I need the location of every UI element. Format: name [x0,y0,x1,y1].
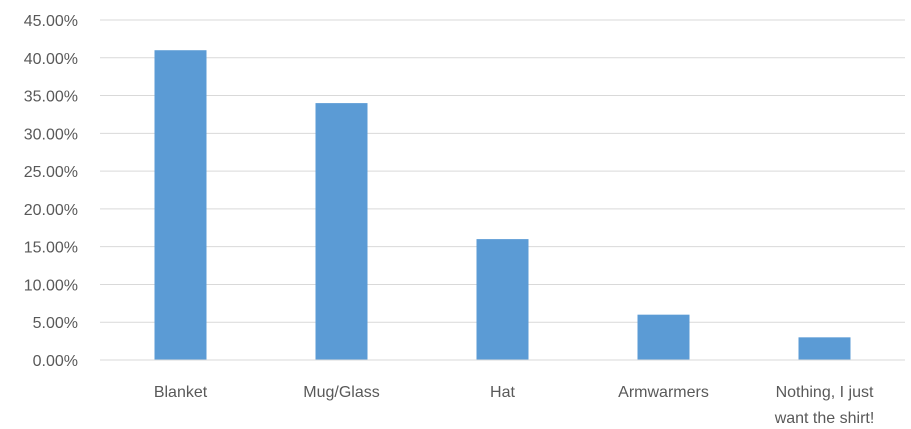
x-category-label: Nothing, I just want the shirt! [774,384,875,427]
bar [315,103,368,360]
x-category-label: Armwarmers [618,384,709,401]
bars [154,50,851,360]
bar [637,314,690,360]
y-tick-label: 5.00% [33,315,78,332]
y-tick-label: 0.00% [33,353,78,370]
x-category-label: Hat [490,384,515,401]
y-tick-label: 15.00% [24,240,78,257]
y-tick-label: 35.00% [24,89,78,106]
y-axis-tick-labels: 0.00% 5.00% 10.00% 15.00% 20.00% 25.00% 30.00%… [24,13,78,370]
y-tick-label: 25.00% [24,164,78,181]
x-category-label-line: Hat [490,384,515,401]
x-category-label-line: Mug/Glass [303,384,379,401]
x-axis-category-labels: Blanket Mug/Glass Hat Armwarmers Nothing, I … [154,384,874,427]
x-category-label-line: want the shirt! [774,410,875,427]
bar [476,239,529,360]
y-tick-label: 30.00% [24,126,78,143]
x-category-label-line: Blanket [154,384,208,401]
bar [798,337,851,360]
y-tick-label: 40.00% [24,51,78,68]
x-category-label: Mug/Glass [303,384,379,401]
y-tick-label: 20.00% [24,202,78,219]
y-tick-label: 10.00% [24,277,78,294]
x-category-label: Blanket [154,384,208,401]
gridlines [100,19,905,323]
x-category-label-line: Armwarmers [618,384,709,401]
x-category-label-line: Nothing, I just [776,384,874,401]
y-tick-label: 45.00% [24,13,78,30]
bar [154,50,207,360]
